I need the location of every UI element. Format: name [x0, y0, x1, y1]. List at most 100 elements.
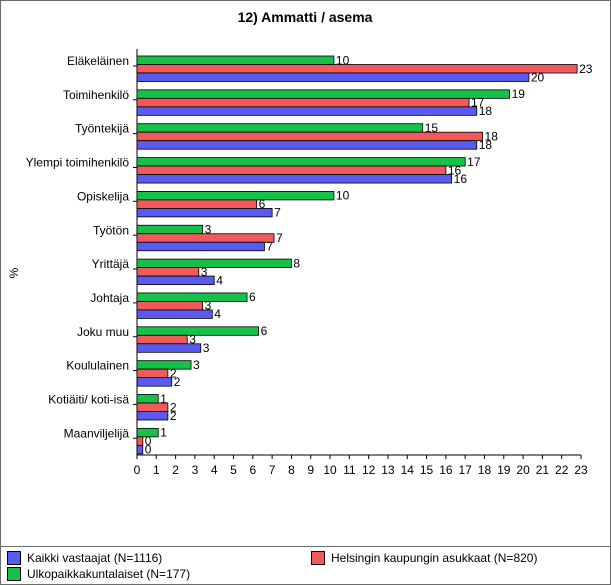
- legend-item-helsingin-asukkaat: Helsingin kaupungin asukkaat (N=820): [311, 550, 537, 566]
- data-label: 2: [174, 375, 181, 389]
- legend-swatch-kaikki-vastaajat: [7, 551, 21, 565]
- bar: [136, 275, 215, 286]
- data-label: 4: [214, 307, 221, 321]
- data-label: 1: [160, 426, 167, 440]
- data-label: 16: [454, 172, 468, 186]
- data-label: 20: [531, 70, 545, 84]
- legend-item-ulkopaikkakuntalaiset: Ulkopaikkakuntalaiset (N=177): [7, 566, 190, 582]
- legend-label-ulkopaikkakuntalaiset: Ulkopaikkakuntalaiset (N=177): [27, 567, 191, 581]
- x-tick-label: 2: [172, 463, 179, 477]
- bar: [136, 394, 159, 404]
- bar: [136, 360, 192, 370]
- data-label: 6: [259, 197, 266, 211]
- data-label: 4: [216, 273, 223, 287]
- legend-divider: [1, 546, 610, 547]
- x-tick-label: 22: [555, 463, 569, 477]
- bar: [136, 131, 483, 142]
- category-label: Työntekijä: [75, 122, 129, 136]
- category-label: Eläkeläinen: [67, 54, 129, 68]
- bar: [136, 368, 169, 379]
- bar: [136, 55, 335, 65]
- legend-swatch-helsingin-asukkaat: [311, 551, 325, 565]
- data-label: 18: [485, 129, 499, 143]
- bar: [136, 190, 335, 201]
- data-label: 3: [205, 223, 212, 237]
- x-tick-label: 4: [211, 463, 218, 477]
- category-label: Työtön: [93, 223, 129, 237]
- bar: [136, 64, 578, 74]
- x-tick-label: 9: [307, 463, 314, 477]
- category-label: Toimihenkilö: [63, 88, 129, 102]
- bar-chart: 12) Ammatti / asema % 0 1 2 3 4 5 6 7 8 9 10 11 12 13…: [7, 9, 593, 477]
- category-label: Johtaja: [90, 291, 129, 305]
- data-label: 17: [471, 96, 485, 110]
- category-label: Koululainen: [66, 359, 129, 373]
- category-label: Kotiäiti/ koti-isä: [48, 393, 129, 407]
- x-tick-label: 20: [516, 463, 530, 477]
- x-tick-label: 1: [153, 463, 160, 477]
- data-label: 3: [203, 341, 210, 355]
- data-label: 6: [261, 324, 268, 338]
- x-tick-label: 14: [401, 463, 415, 477]
- bar: [136, 258, 292, 269]
- data-label: 6: [249, 290, 256, 304]
- x-tick-label: 18: [478, 463, 492, 477]
- data-label: 8: [293, 256, 300, 270]
- bar: [136, 343, 202, 353]
- x-tick-label: 11: [343, 463, 356, 477]
- bar: [136, 207, 273, 218]
- bar: [136, 97, 470, 108]
- bar: [136, 436, 144, 446]
- data-label: 0: [145, 443, 152, 457]
- data-label: 2: [170, 400, 177, 414]
- x-tick-label: 8: [288, 463, 295, 477]
- bar: [136, 224, 204, 235]
- bar: [136, 89, 510, 99]
- bar: [136, 334, 188, 345]
- chart-title: 12) Ammatti / asema: [238, 9, 373, 25]
- category-label: Yrittäjä: [92, 257, 130, 271]
- legend-swatch-ulkopaikkakuntalaiset: [7, 567, 21, 581]
- bar: [136, 241, 265, 252]
- data-label: 7: [276, 231, 283, 245]
- bar: [136, 292, 248, 302]
- category-label: Opiskelija: [77, 189, 129, 203]
- x-tick-label: 6: [249, 463, 256, 477]
- legend-item-kaikki-vastaajat: Kaikki vastaajat (N=1116): [7, 550, 162, 566]
- bar: [136, 267, 200, 277]
- x-tick-label: 12: [362, 463, 376, 477]
- bar: [136, 444, 144, 455]
- category-label: Maanviljelijä: [64, 426, 130, 440]
- bar: [136, 411, 169, 421]
- x-tick-label: 17: [458, 463, 472, 477]
- data-label: 2: [170, 409, 177, 423]
- x-tick-label: 7: [269, 463, 276, 477]
- data-label: 2: [170, 366, 177, 380]
- category-label: Joku muu: [77, 325, 129, 339]
- x-tick-label: 19: [497, 463, 511, 477]
- data-label: 19: [512, 87, 526, 101]
- x-tick-label: 0: [134, 463, 141, 477]
- bar: [136, 165, 447, 175]
- bar: [136, 326, 260, 336]
- bar: [136, 377, 173, 387]
- data-label: 15: [425, 121, 439, 135]
- x-tick-label: 21: [536, 463, 550, 477]
- x-tick-label: 10: [323, 463, 337, 477]
- bar: [136, 123, 424, 133]
- x-tick-label: 23: [574, 463, 588, 477]
- x-tick-label: 15: [420, 463, 434, 477]
- bar: [136, 106, 478, 116]
- category-label: Ylempi toimihenkilö: [26, 156, 130, 170]
- data-label: 7: [274, 206, 281, 220]
- data-label: 18: [479, 138, 493, 152]
- data-label: 18: [479, 104, 493, 118]
- bar: [136, 309, 213, 319]
- data-label: 3: [205, 299, 212, 313]
- data-label: 16: [448, 163, 462, 177]
- data-label: 0: [145, 434, 152, 448]
- x-tick-label: 5: [230, 463, 237, 477]
- data-label: 3: [189, 333, 196, 347]
- data-label: 10: [336, 189, 350, 203]
